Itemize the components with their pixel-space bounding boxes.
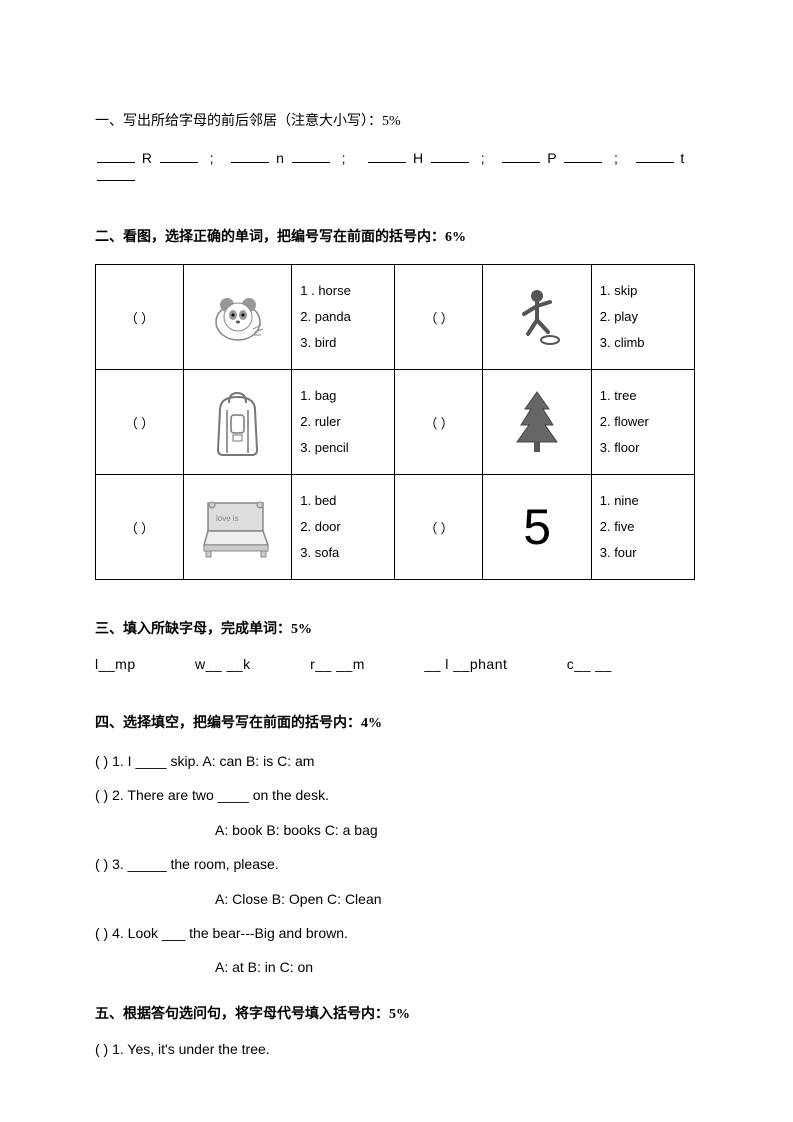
- image-panda: [184, 265, 292, 370]
- q5-item[interactable]: ( ) 1. Yes, it's under the tree.: [95, 1041, 698, 1057]
- number-5-icon: 5: [523, 499, 551, 555]
- image-tree: [483, 370, 591, 475]
- options-cell: 1. bag 2. ruler 3. pencil: [292, 370, 395, 475]
- option: 1. nine: [600, 488, 686, 514]
- letter-t: t: [680, 150, 685, 166]
- option: 3. bird: [300, 330, 386, 356]
- section3-title: 三、填入所缺字母，完成单词：5%: [95, 618, 698, 638]
- bag-icon: [205, 385, 270, 460]
- section1-blanks: R ; n ; H ; P ; t: [95, 148, 698, 184]
- fill-word[interactable]: w__ __k: [195, 656, 251, 672]
- fill-word[interactable]: r__ __m: [310, 656, 365, 672]
- answer-paren[interactable]: （ ）: [96, 370, 184, 475]
- section3-words: l__mp w__ __k r__ __m __ l __phant c__ _…: [95, 656, 698, 672]
- worksheet-page: 一、写出所给字母的前后邻居（注意大小写）：5% R ; n ; H ; P ; …: [0, 0, 793, 1122]
- option: 3. climb: [600, 330, 686, 356]
- q4-item[interactable]: ( ) 2. There are two ____ on the desk.: [95, 784, 698, 806]
- svg-text:love is: love is: [216, 514, 239, 523]
- q4-choices: A: at B: in C: on: [215, 956, 698, 978]
- option: 3. pencil: [300, 435, 386, 461]
- section1-title: 一、写出所给字母的前后邻居（注意大小写）：5%: [95, 110, 698, 130]
- letter-n: n: [276, 150, 285, 166]
- option: 1. tree: [600, 383, 686, 409]
- option: 3. floor: [600, 435, 686, 461]
- play-icon: [502, 282, 572, 352]
- option: 2. ruler: [300, 409, 386, 435]
- option: 2. flower: [600, 409, 686, 435]
- q4-item[interactable]: ( ) 3. _____ the room, please.: [95, 853, 698, 875]
- options-cell: 1 . horse 2. panda 3. bird: [292, 265, 395, 370]
- image-bag: [184, 370, 292, 475]
- section5-title: 五、根据答句选问句，将字母代号填入括号内：5%: [95, 1003, 698, 1023]
- option: 1. bed: [300, 488, 386, 514]
- q4-choices: A: Close B: Open C: Clean: [215, 888, 698, 910]
- option: 1. skip: [600, 278, 686, 304]
- section2-title: 二、看图，选择正确的单词，把编号写在前面的括号内：6%: [95, 226, 698, 246]
- options-cell: 1. tree 2. flower 3. floor: [591, 370, 694, 475]
- table-row: （ ） love is 1. bed 2. door 3. sofa: [96, 475, 695, 580]
- option: 2. panda: [300, 304, 386, 330]
- image-five: 5: [483, 475, 591, 580]
- tree-icon: [507, 387, 567, 457]
- answer-paren[interactable]: （ ）: [395, 475, 483, 580]
- letter-R: R: [142, 150, 153, 166]
- option: 3. four: [600, 540, 686, 566]
- letter-H: H: [413, 150, 424, 166]
- bed-icon: love is: [198, 495, 278, 560]
- table-row: （ ） 1. bag 2. ruler 3. pencil （ ）: [96, 370, 695, 475]
- option: 1 . horse: [300, 278, 386, 304]
- options-cell: 1. bed 2. door 3. sofa: [292, 475, 395, 580]
- option: 2. play: [600, 304, 686, 330]
- fill-word[interactable]: c__ __: [567, 656, 612, 672]
- image-bed: love is: [184, 475, 292, 580]
- option: 1. bag: [300, 383, 386, 409]
- table-row: （ ） 1 . horse 2. panda: [96, 265, 695, 370]
- fill-word[interactable]: __ l __phant: [424, 656, 507, 672]
- answer-paren[interactable]: （ ）: [395, 370, 483, 475]
- fill-word[interactable]: l__mp: [95, 656, 136, 672]
- answer-paren[interactable]: （ ）: [96, 475, 184, 580]
- q4-choices: A: book B: books C: a bag: [215, 819, 698, 841]
- option: 3. sofa: [300, 540, 386, 566]
- answer-paren[interactable]: （ ）: [395, 265, 483, 370]
- option: 2. five: [600, 514, 686, 540]
- q4-item[interactable]: ( ) 4. Look ___ the bear---Big and brown…: [95, 922, 698, 944]
- option: 2. door: [300, 514, 386, 540]
- letter-P: P: [547, 150, 557, 166]
- picture-table: （ ） 1 . horse 2. panda: [95, 264, 695, 580]
- section4-title: 四、选择填空，把编号写在前面的括号内：4%: [95, 712, 698, 732]
- section4-list: ( ) 1. I ____ skip. A: can B: is C: am (…: [95, 750, 698, 979]
- image-play: [483, 265, 591, 370]
- options-cell: 1. skip 2. play 3. climb: [591, 265, 694, 370]
- options-cell: 1. nine 2. five 3. four: [591, 475, 694, 580]
- answer-paren[interactable]: （ ）: [96, 265, 184, 370]
- q4-item[interactable]: ( ) 1. I ____ skip. A: can B: is C: am: [95, 750, 698, 772]
- panda-icon: [203, 287, 273, 347]
